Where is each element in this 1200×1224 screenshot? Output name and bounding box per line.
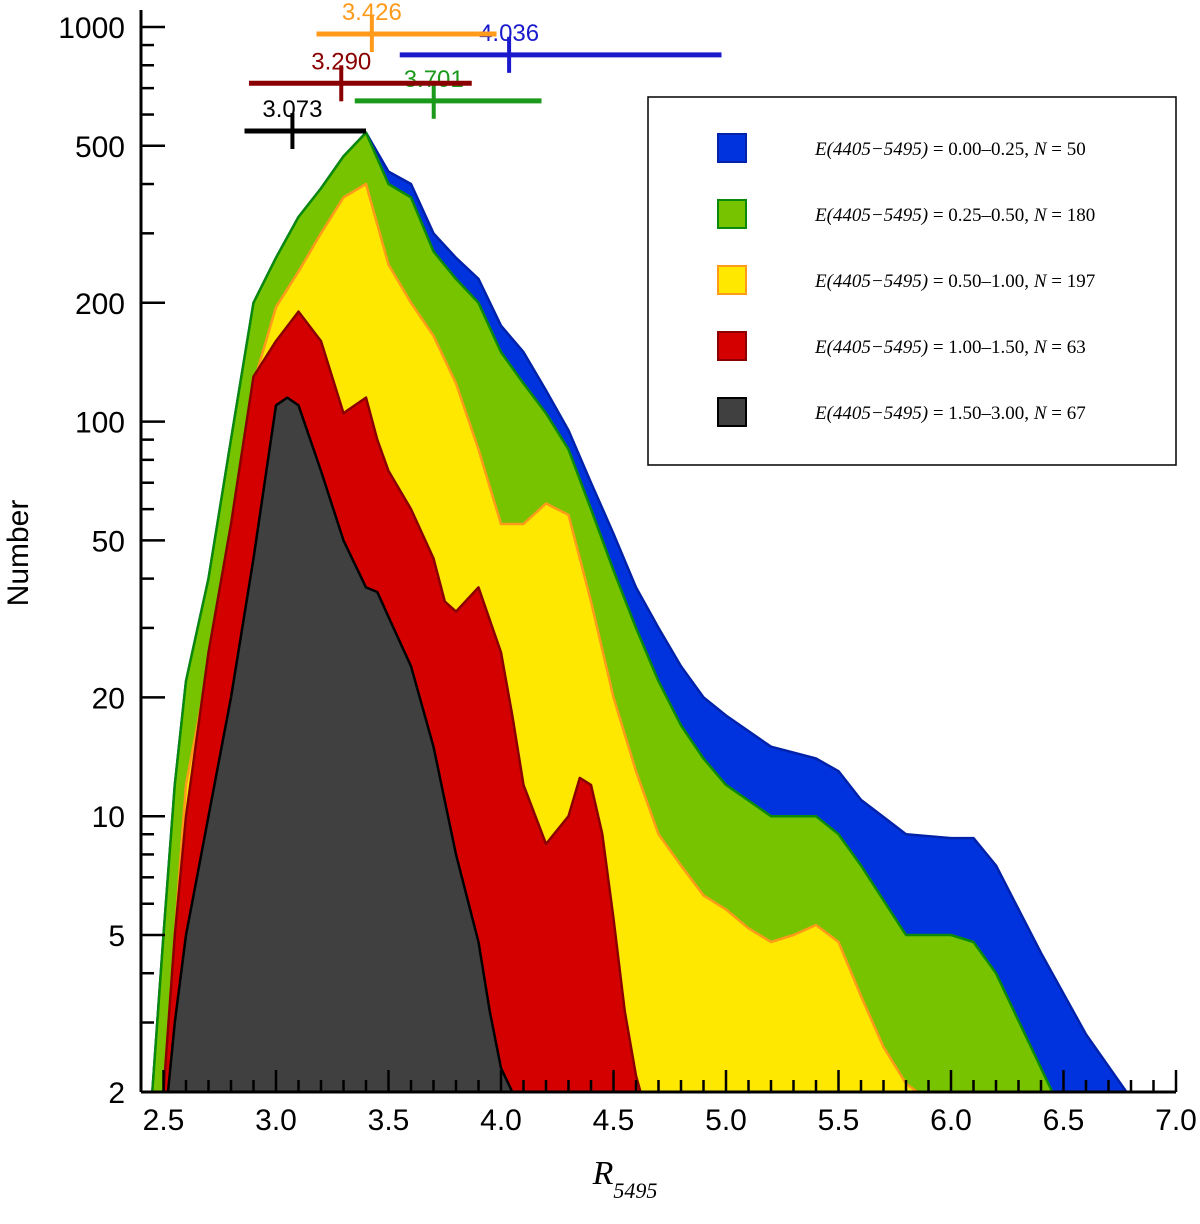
- legend-n-value: = 63: [1047, 337, 1086, 358]
- x-tick-label: 5.0: [705, 1104, 747, 1137]
- x-tick-label: 4.0: [480, 1104, 522, 1137]
- legend-swatch: [717, 397, 747, 427]
- y-tick-label: 10: [92, 801, 125, 834]
- y-tick-label: 500: [75, 131, 125, 164]
- axes: 2.5 3.0 3.5 4.0 4.5 5.0 5.5 6.0 6.5 7.0 1000 500 200…: [58, 10, 1197, 1137]
- x-tick-label: 2.5: [143, 1104, 185, 1137]
- legend-range: = 0.25–0.50,: [928, 205, 1034, 226]
- legend-n-value: = 197: [1047, 271, 1096, 292]
- legend-n-symbol: N: [1033, 403, 1048, 424]
- x-tick-label: 6.5: [1043, 1104, 1085, 1137]
- y-tick-label: 100: [75, 407, 125, 440]
- median-label: 3.290: [311, 48, 371, 75]
- legend-entry: E(4405−5495) = 1.50–3.00, N = 67: [814, 403, 1086, 424]
- legend-n-value: = 67: [1047, 403, 1086, 424]
- x-axis-title: R5495: [592, 1155, 658, 1203]
- x-tick-label: 3.0: [255, 1104, 297, 1137]
- legend: E(4405−5495) = 0.00–0.25, N = 50E(4405−5…: [647, 96, 1177, 466]
- x-tick-label: 5.5: [818, 1104, 860, 1137]
- y-tick-label: 200: [75, 288, 125, 321]
- legend-n-symbol: N: [1033, 205, 1048, 226]
- legend-swatch: [717, 331, 747, 361]
- y-tick-label: 20: [92, 682, 125, 715]
- legend-range: = 0.50–1.00,: [928, 271, 1034, 292]
- median-label: 3.073: [262, 96, 322, 123]
- y-tick-label: 2: [108, 1077, 125, 1110]
- legend-range: = 1.50–3.00,: [928, 403, 1034, 424]
- x-tick-label: 7.0: [1155, 1104, 1197, 1137]
- x-tick-label: 3.5: [368, 1104, 410, 1137]
- stacked-areas: [151, 131, 1128, 1094]
- y-axis-title: Number: [2, 500, 35, 607]
- legend-swatch: [717, 265, 747, 295]
- legend-variable: E(4405−5495): [814, 271, 928, 292]
- legend-swatch: [717, 199, 747, 229]
- legend-n-symbol: N: [1033, 139, 1048, 160]
- area-series-5: [166, 396, 514, 1094]
- legend-swatch: [717, 133, 747, 163]
- legend-variable: E(4405−5495): [814, 139, 928, 160]
- legend-entry: E(4405−5495) = 0.50–1.00, N = 197: [814, 271, 1095, 292]
- median-label: 3.426: [342, 0, 402, 26]
- x-tick-label: 6.0: [930, 1104, 972, 1137]
- legend-variable: E(4405−5495): [814, 403, 928, 424]
- legend-variable: E(4405−5495): [814, 205, 928, 226]
- legend-entry: E(4405−5495) = 1.00–1.50, N = 63: [814, 337, 1086, 358]
- legend-entry: E(4405−5495) = 0.25–0.50, N = 180: [814, 205, 1095, 226]
- y-tick-label: 50: [92, 525, 125, 558]
- legend-n-value: = 180: [1047, 205, 1096, 226]
- legend-n-value: = 50: [1047, 139, 1086, 160]
- legend-n-symbol: N: [1033, 337, 1048, 358]
- legend-entry: E(4405−5495) = 0.00–0.25, N = 50: [814, 139, 1086, 160]
- median-label: 3.701: [404, 66, 464, 93]
- x-axis-title-subscript: 5495: [613, 1178, 657, 1203]
- legend-variable: E(4405−5495): [814, 337, 928, 358]
- legend-range: = 1.00–1.50,: [928, 337, 1034, 358]
- legend-n-symbol: N: [1033, 271, 1048, 292]
- legend-range: = 0.00–0.25,: [928, 139, 1034, 160]
- y-tick-label: 1000: [58, 12, 125, 45]
- y-tick-label: 5: [108, 920, 125, 953]
- x-axis-title-main: R: [592, 1155, 614, 1192]
- x-tick-label: 4.5: [593, 1104, 635, 1137]
